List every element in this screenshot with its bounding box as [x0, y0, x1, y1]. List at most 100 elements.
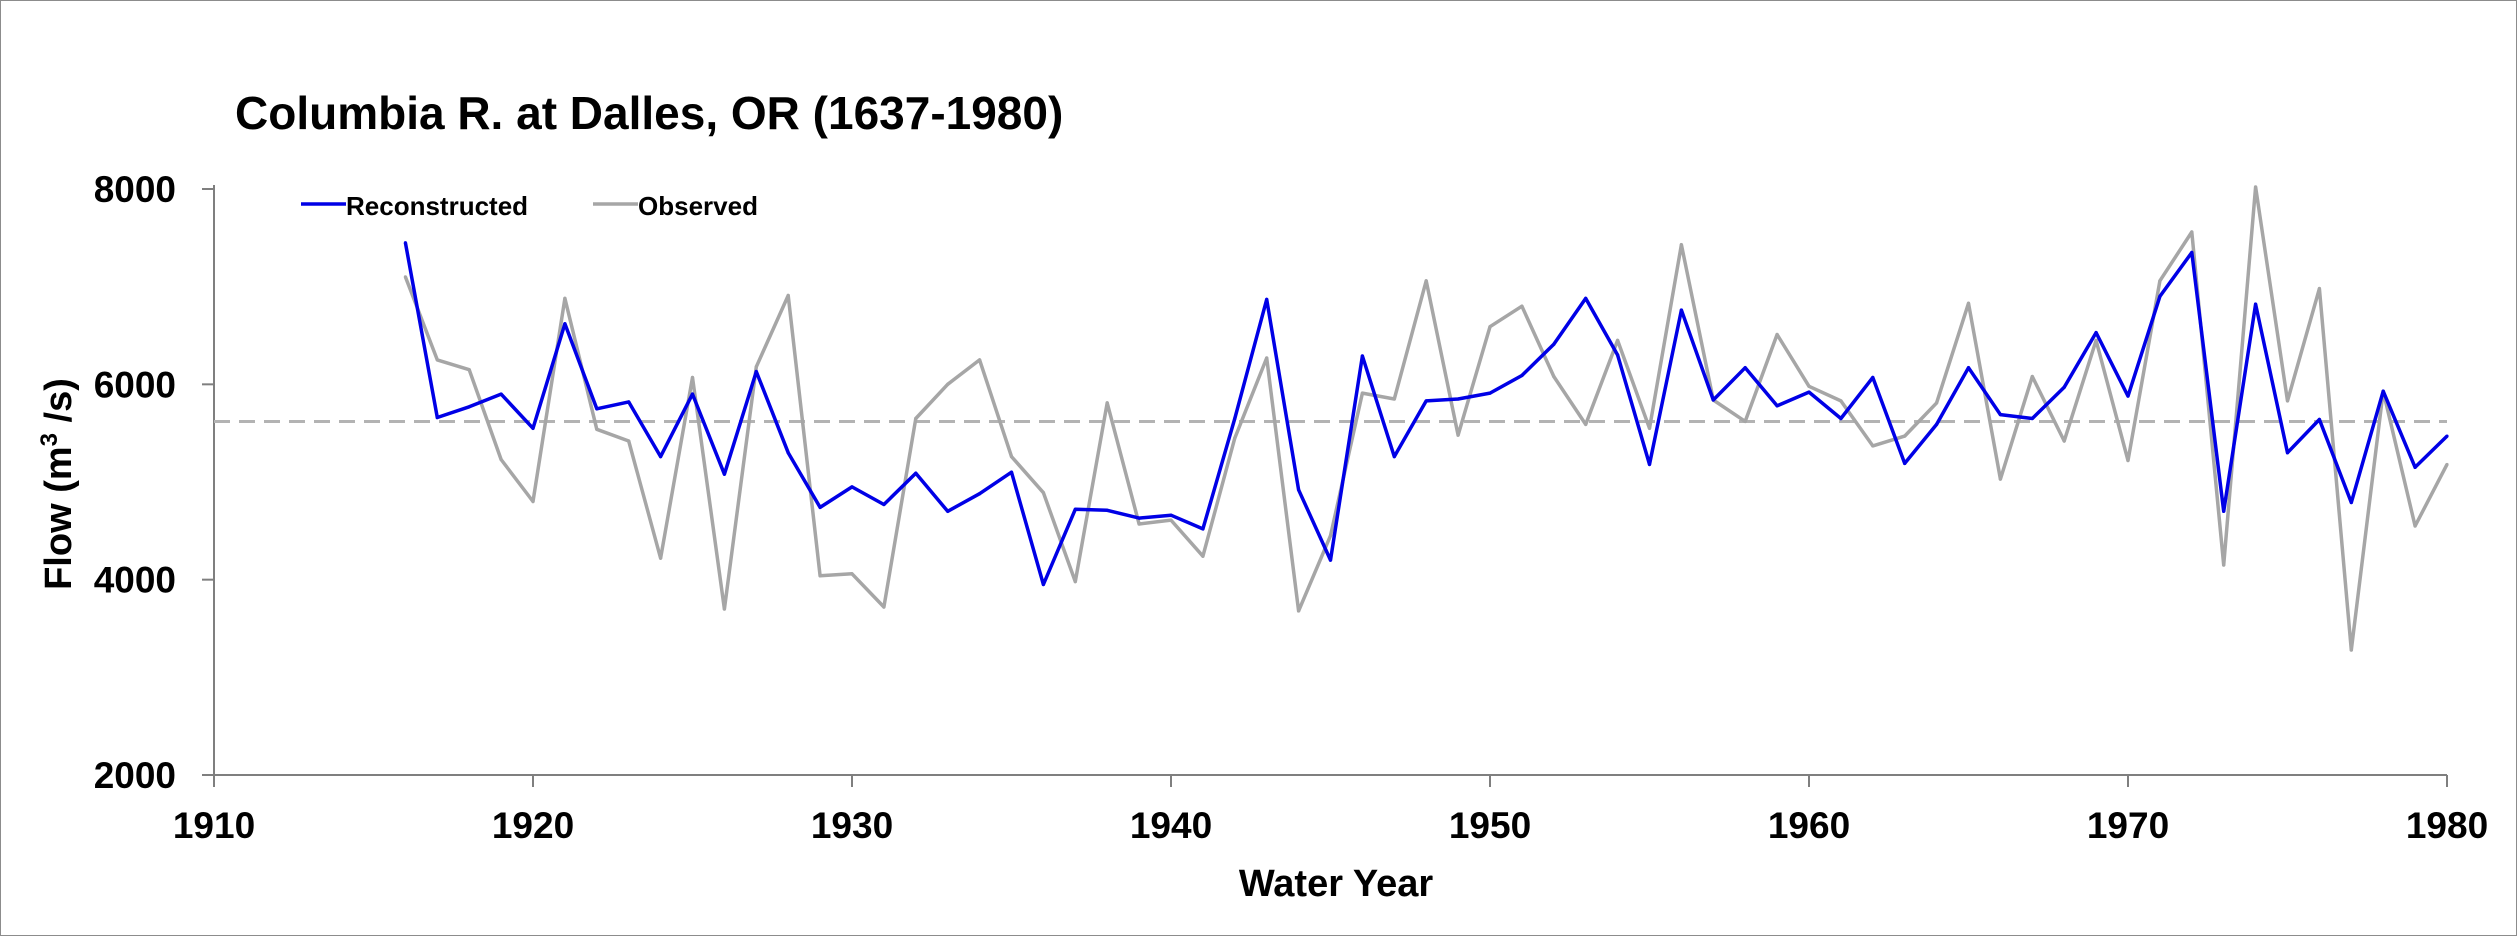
data-point-reconstructed [2381, 389, 2385, 393]
data-point-reconstructed [1775, 404, 1779, 408]
data-point-observed [1775, 332, 1779, 337]
data-point-observed [1424, 279, 1428, 283]
data-point-reconstructed [978, 492, 982, 496]
data-point-observed [1552, 374, 1556, 379]
data-point-observed [1903, 434, 1907, 438]
data-point-observed [531, 499, 535, 504]
data-point-observed [1297, 609, 1301, 613]
data-point-observed [1360, 391, 1364, 395]
data-point-observed [595, 427, 599, 431]
data-point-reconstructed [2445, 434, 2449, 438]
data-point-observed [1137, 522, 1141, 526]
data-point-observed [563, 296, 567, 300]
data-point-reconstructed [1998, 413, 2002, 417]
data-point-observed [1520, 304, 1524, 308]
data-point-reconstructed [1137, 516, 1141, 520]
data-point-observed [2285, 399, 2290, 403]
data-point-reconstructed [818, 505, 822, 509]
data-point-reconstructed [659, 455, 663, 459]
data-point-observed [403, 275, 407, 279]
data-point-reconstructed [1265, 297, 1269, 301]
x-tick-label: 1970 [2087, 805, 2169, 846]
data-point-reconstructed [2317, 417, 2321, 422]
data-point-observed [1105, 401, 1109, 405]
data-point-observed [2349, 648, 2353, 652]
data-point-observed [1966, 301, 1971, 305]
data-point-reconstructed [1488, 391, 1492, 395]
y-tick-label: 4000 [94, 560, 176, 601]
data-point-reconstructed [595, 407, 599, 411]
x-tick-label: 1960 [1768, 805, 1850, 846]
data-point-reconstructed [1871, 375, 1875, 380]
data-point-observed [1265, 356, 1269, 360]
data-point-observed [2413, 524, 2417, 528]
data-point-reconstructed [914, 471, 918, 475]
data-point-reconstructed [690, 392, 695, 396]
data-point-observed [2445, 462, 2449, 467]
data-point-reconstructed [1392, 455, 1396, 459]
data-point-reconstructed [1807, 390, 1811, 394]
data-point-observed [1073, 580, 1077, 584]
data-point-reconstructed [1456, 397, 1460, 401]
data-point-reconstructed [1201, 527, 1205, 531]
data-point-observed [690, 375, 695, 380]
data-point-observed [1584, 422, 1588, 426]
data-point-reconstructed [1073, 507, 1077, 511]
data-point-reconstructed [563, 322, 567, 326]
legend-label-observed: Observed [638, 191, 758, 221]
data-point-reconstructed [1552, 342, 1556, 346]
data-point-reconstructed [435, 415, 439, 420]
data-point-reconstructed [2190, 250, 2194, 255]
data-point-reconstructed [1966, 366, 1971, 370]
data-point-observed [786, 293, 790, 298]
x-tick-label: 1930 [811, 805, 893, 846]
data-point-observed [1488, 325, 1492, 329]
data-point-reconstructed [2158, 294, 2162, 299]
data-point-reconstructed [499, 392, 503, 396]
x-tick-label: 1940 [1130, 805, 1212, 846]
data-point-observed [882, 605, 886, 609]
data-point-observed [1935, 401, 1939, 405]
data-point-reconstructed [2126, 394, 2130, 398]
data-point-observed [2254, 185, 2258, 189]
data-point-observed [1169, 518, 1173, 522]
data-point-observed [914, 416, 918, 421]
data-point-observed [2190, 230, 2194, 234]
data-point-observed [1328, 534, 1333, 538]
data-point-observed [435, 358, 439, 362]
data-point-reconstructed [754, 370, 758, 374]
data-point-reconstructed [1105, 508, 1109, 512]
axes: 2000 4000 6000 8000 1910 1920 1930 1940 1950 1960… [94, 169, 2488, 846]
data-point-observed [1807, 384, 1811, 388]
data-point-reconstructed [531, 426, 535, 430]
data-point-reconstructed [467, 405, 471, 409]
data-point-reconstructed [786, 451, 790, 455]
data-point-observed [1233, 436, 1237, 440]
data-point-reconstructed [1328, 558, 1333, 562]
data-point-reconstructed [1935, 422, 1939, 426]
chart-title: Columbia R. at Dalles, OR (1637-1980) [235, 87, 1063, 139]
data-point-observed [1201, 554, 1205, 558]
data-point-reconstructed [2413, 465, 2417, 469]
data-point-observed [1009, 455, 1014, 459]
data-point-observed [1041, 491, 1045, 495]
series-layer [403, 185, 2449, 652]
data-point-reconstructed [1679, 308, 1683, 312]
legend: Reconstructed Observed [301, 191, 758, 221]
data-point-observed [1998, 477, 2002, 481]
data-point-reconstructed [946, 509, 950, 513]
data-point-reconstructed [1233, 416, 1237, 421]
data-point-reconstructed [1520, 373, 1524, 378]
data-point-observed [946, 382, 950, 386]
data-point-reconstructed [2285, 451, 2290, 455]
y-axis-label: Flow (m3 /s) [36, 378, 80, 590]
data-point-observed [1839, 399, 1843, 403]
data-point-reconstructed [2030, 416, 2034, 421]
data-point-reconstructed [1360, 354, 1364, 358]
data-point-observed [722, 607, 727, 611]
data-point-observed [818, 574, 822, 578]
legend-label-reconstructed: Reconstructed [346, 191, 528, 221]
data-point-observed [2062, 439, 2066, 443]
